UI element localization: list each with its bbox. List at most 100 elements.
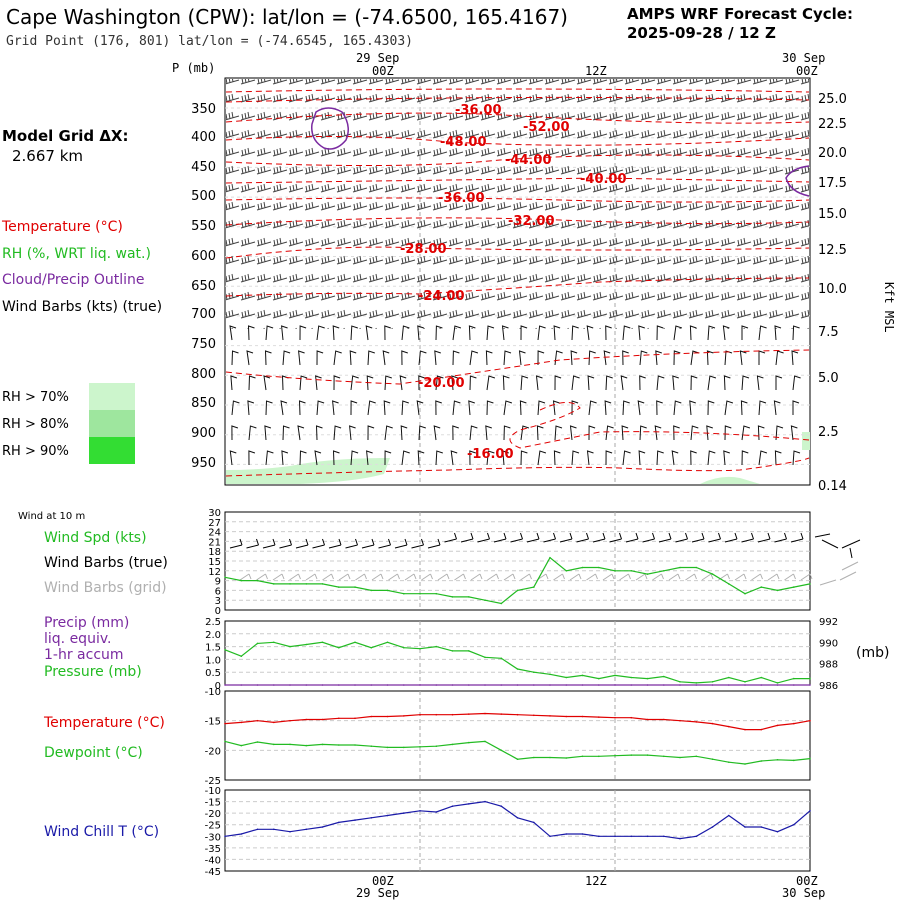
- wind-barb: [655, 350, 662, 366]
- wind-barb: [707, 450, 716, 466]
- dewpoint-line-point: [370, 745, 373, 747]
- windchill-line-point: [760, 826, 763, 828]
- wind-barb: [503, 425, 511, 441]
- wind-barb: [537, 450, 547, 466]
- wind-barb: [773, 400, 781, 416]
- pressure-tick: 750: [191, 337, 216, 352]
- windchill-line-point: [224, 835, 226, 838]
- pressure-tick: 600: [191, 249, 216, 264]
- pressure-line-point: [305, 643, 308, 646]
- pressure-tick: 500: [191, 189, 216, 204]
- wind-barb: [571, 400, 579, 416]
- wind-barb: [520, 450, 528, 466]
- wind-barb: [622, 325, 631, 341]
- temperature-line-point: [403, 715, 405, 717]
- isotherm-label: -48.00: [440, 135, 487, 150]
- isotherm-line: [225, 246, 810, 259]
- pressure-line-point: [695, 682, 698, 684]
- wind-barb: [790, 532, 804, 543]
- wind-barb: [366, 450, 373, 466]
- station-title: Cape Washington (CPW): lat/lon = (-74.65…: [6, 5, 568, 29]
- wind-speed-line-point: [630, 570, 633, 572]
- y-tick-label: 6: [215, 586, 221, 597]
- wind-barb: [468, 400, 475, 416]
- wind-barb: [264, 425, 272, 441]
- legend-rh70-swatch: [89, 383, 135, 410]
- wind-barb: [553, 325, 561, 341]
- wind-barb: [281, 325, 288, 341]
- dewpoint-line-point: [419, 746, 421, 748]
- wind-barb: [638, 450, 646, 466]
- grid-wind-barb: [635, 573, 648, 581]
- isotherm-label: -16.00: [467, 447, 514, 462]
- dewpoint-line-point: [695, 755, 698, 758]
- y-tick-label: -25: [205, 776, 221, 787]
- wind-barb: [451, 375, 458, 391]
- wind-barb: [673, 425, 680, 441]
- temperature-line-point: [614, 716, 616, 719]
- isotherm-labels: -36.00 -52.00 -48.00 -44.00 -40.00 -36.0…: [400, 103, 627, 462]
- legend-cloud: Cloud/Precip Outline: [2, 272, 145, 288]
- wind-barb: [502, 450, 509, 466]
- wind-barb: [299, 325, 307, 341]
- wind-speed-line-point: [695, 566, 698, 569]
- wind-barb: [571, 375, 580, 391]
- wind-barb: [469, 375, 477, 391]
- wind-barb: [690, 425, 699, 441]
- windchill-line-point: [744, 826, 746, 828]
- dewpoint-line-point: [305, 744, 308, 747]
- cloud-outline: [785, 165, 810, 197]
- windchill-y-axis: -10-15-20-25-30-35-40-45: [205, 786, 221, 878]
- grid-wind-barb: [784, 573, 796, 581]
- isotherm-line: [225, 177, 810, 184]
- pressure-line-point: [581, 674, 584, 677]
- temperature-line-point: [809, 719, 811, 722]
- pressure-line-point: [419, 647, 421, 650]
- wind-barb: [671, 450, 679, 466]
- wind-barbs-grid-label: Wind Barbs (grid): [44, 580, 167, 596]
- wind-barb: [501, 325, 509, 341]
- dewpoint-line-point: [598, 755, 600, 758]
- grid-wind-barb: [421, 573, 433, 581]
- dewpoint-line-point: [224, 740, 226, 743]
- pressure-line-point: [468, 650, 470, 652]
- kft-tick: 2.5: [818, 425, 839, 440]
- grid-wind-barb: [701, 573, 714, 581]
- dewpoint-line-point: [663, 755, 665, 758]
- lower-wind-barbs: [229, 325, 801, 466]
- wind-speed-line-point: [646, 573, 649, 575]
- windchill-line-point: [728, 814, 730, 817]
- wind-barb: [790, 425, 798, 441]
- wind-barb: [724, 425, 732, 441]
- wind-barb: [401, 325, 410, 341]
- wind-barb: [247, 325, 255, 341]
- windchill-line-point: [516, 817, 519, 819]
- wind-barbs-true-label: Wind Barbs (true): [44, 555, 168, 571]
- wind-barb: [673, 400, 682, 416]
- y-tick-label: -20: [205, 746, 221, 757]
- wind-barb: [450, 450, 458, 466]
- pressure-line-point: [614, 674, 616, 677]
- wind-barb: [282, 350, 291, 366]
- wind-barb: [691, 532, 705, 543]
- wind-barb: [605, 450, 613, 466]
- precip-line-point: [581, 684, 584, 686]
- pressure-line-point: [338, 646, 340, 649]
- wind-barb: [552, 400, 560, 416]
- isotherm-line: [225, 154, 810, 167]
- temperature-y-axis: -10 -15 -20 -25: [205, 687, 221, 787]
- wind-barb: [639, 425, 647, 441]
- dewpoint-line-point: [256, 741, 259, 743]
- precip-line-point: [289, 684, 291, 686]
- wind-barb: [690, 450, 697, 466]
- wind-barb: [332, 450, 340, 466]
- wind-barb: [605, 425, 614, 441]
- rh70-shading-right: [700, 476, 760, 484]
- temperature-line-point: [744, 728, 746, 731]
- wind-barb: [722, 325, 730, 341]
- isotherm-label: -40.00: [580, 172, 627, 187]
- wind-barb: [792, 400, 800, 415]
- pressure-tick: 650: [191, 279, 216, 294]
- y-tick-label: -10: [205, 687, 221, 698]
- outside-barb: [814, 533, 861, 559]
